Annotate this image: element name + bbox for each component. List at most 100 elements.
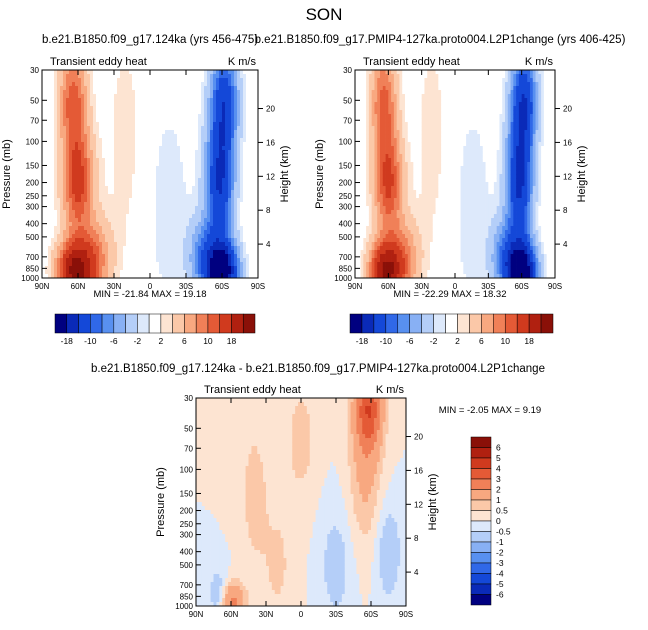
- heatmap-cell: [396, 166, 400, 171]
- heatmap-cell: [388, 270, 392, 275]
- heatmap-cell: [237, 142, 241, 147]
- heatmap-cell: [396, 226, 400, 231]
- heatmap-cell: [102, 98, 106, 103]
- heatmap-cell: [219, 74, 223, 79]
- heatmap-cell: [198, 170, 202, 175]
- heatmap-cell: [51, 230, 55, 235]
- heatmap-cell: [198, 254, 202, 259]
- heatmap-cell: [368, 134, 373, 139]
- heatmap-cell: [78, 110, 82, 115]
- heatmap-cell: [207, 70, 211, 75]
- heatmap-cell: [391, 210, 395, 215]
- heatmap-cell: [42, 162, 46, 167]
- heatmap-cell: [192, 106, 196, 111]
- heatmap-cell: [144, 258, 148, 263]
- heatmap-cell: [186, 210, 190, 215]
- heatmap-cell: [123, 138, 127, 143]
- heatmap-cell: [216, 230, 220, 235]
- heatmap-cell: [402, 178, 406, 183]
- heatmap-cell: [201, 234, 205, 239]
- heatmap-cell: [138, 274, 142, 279]
- heatmap-cell: [81, 118, 85, 123]
- heatmap-cell: [228, 130, 232, 135]
- heatmap-cell: [186, 182, 190, 187]
- heatmap-cell: [240, 102, 244, 107]
- heatmap-cell: [57, 106, 61, 111]
- heatmap-cell: [186, 158, 190, 163]
- heatmap-cell: [57, 194, 61, 199]
- heatmap-cell: [189, 114, 193, 119]
- heatmap-cell: [150, 230, 154, 235]
- heatmap-cell: [360, 142, 364, 147]
- heatmap-cell: [135, 266, 139, 271]
- heatmap-cell: [162, 158, 166, 163]
- heatmap-cell: [201, 206, 205, 211]
- heatmap-cell: [162, 234, 166, 239]
- heatmap-cell: [120, 186, 124, 191]
- heatmap-cell: [219, 210, 223, 215]
- heatmap-cell: [410, 98, 414, 103]
- heatmap-cell: [171, 230, 175, 235]
- heatmap-cell: [54, 198, 58, 203]
- heatmap-cell: [156, 226, 160, 231]
- heatmap-cell: [219, 166, 223, 171]
- heatmap-cell: [216, 114, 220, 119]
- heatmap-cell: [153, 134, 157, 139]
- heatmap-cell: [114, 122, 118, 127]
- heatmap-cell: [48, 82, 52, 87]
- heatmap-cell: [382, 150, 386, 155]
- heatmap-cell: [129, 126, 133, 131]
- heatmap-cell: [201, 262, 205, 267]
- heatmap-cell: [368, 230, 373, 235]
- heatmap-cell: [162, 94, 166, 99]
- heatmap-cell: [126, 158, 130, 163]
- heatmap-cell: [201, 210, 205, 215]
- heatmap-cell: [93, 142, 97, 147]
- heatmap-cell: [72, 174, 76, 179]
- heatmap-cell: [243, 82, 247, 87]
- heatmap-cell: [54, 82, 58, 87]
- heatmap-cell: [391, 114, 395, 119]
- heatmap-cell: [156, 94, 160, 99]
- heatmap-cell: [213, 218, 217, 223]
- heatmap-cell: [219, 194, 223, 199]
- heatmap-cell: [186, 254, 190, 259]
- heatmap-cell: [371, 210, 375, 215]
- heatmap-cell: [180, 242, 184, 247]
- heatmap-cell: [147, 186, 151, 191]
- heatmap-cell: [407, 150, 411, 155]
- heatmap-cell: [374, 122, 378, 127]
- heatmap-cell: [111, 162, 115, 167]
- heatmap-cell: [84, 182, 88, 187]
- heatmap-cell: [162, 98, 166, 103]
- heatmap-cell: [123, 190, 127, 195]
- heatmap-cell: [54, 106, 58, 111]
- heatmap-cell: [75, 246, 79, 251]
- heatmap-cell: [138, 202, 142, 207]
- heatmap-cell: [380, 110, 384, 115]
- heatmap-cell: [198, 266, 202, 271]
- heatmap-cell: [207, 118, 211, 123]
- heatmap-cell: [42, 86, 46, 91]
- heatmap-cell: [407, 86, 411, 91]
- heatmap-cell: [391, 166, 395, 171]
- heatmap-cell: [380, 106, 384, 111]
- heatmap-cell: [129, 250, 133, 255]
- heatmap-cell: [144, 94, 148, 99]
- heatmap-cell: [93, 214, 97, 219]
- heatmap-cell: [183, 150, 187, 155]
- heatmap-cell: [391, 154, 395, 159]
- heatmap-cell: [171, 178, 175, 183]
- heatmap-cell: [42, 90, 46, 95]
- heatmap-cell: [246, 238, 250, 243]
- heatmap-cell: [177, 86, 181, 91]
- heatmap-cell: [129, 258, 133, 263]
- heatmap-cell: [168, 130, 172, 135]
- heatmap-cell: [207, 206, 211, 211]
- heatmap-cell: [162, 162, 166, 167]
- heatmap-cell: [255, 122, 259, 127]
- heatmap-cell: [48, 210, 52, 215]
- heatmap-cell: [183, 126, 187, 131]
- heatmap-cell: [156, 186, 160, 191]
- heatmap-cell: [135, 170, 139, 175]
